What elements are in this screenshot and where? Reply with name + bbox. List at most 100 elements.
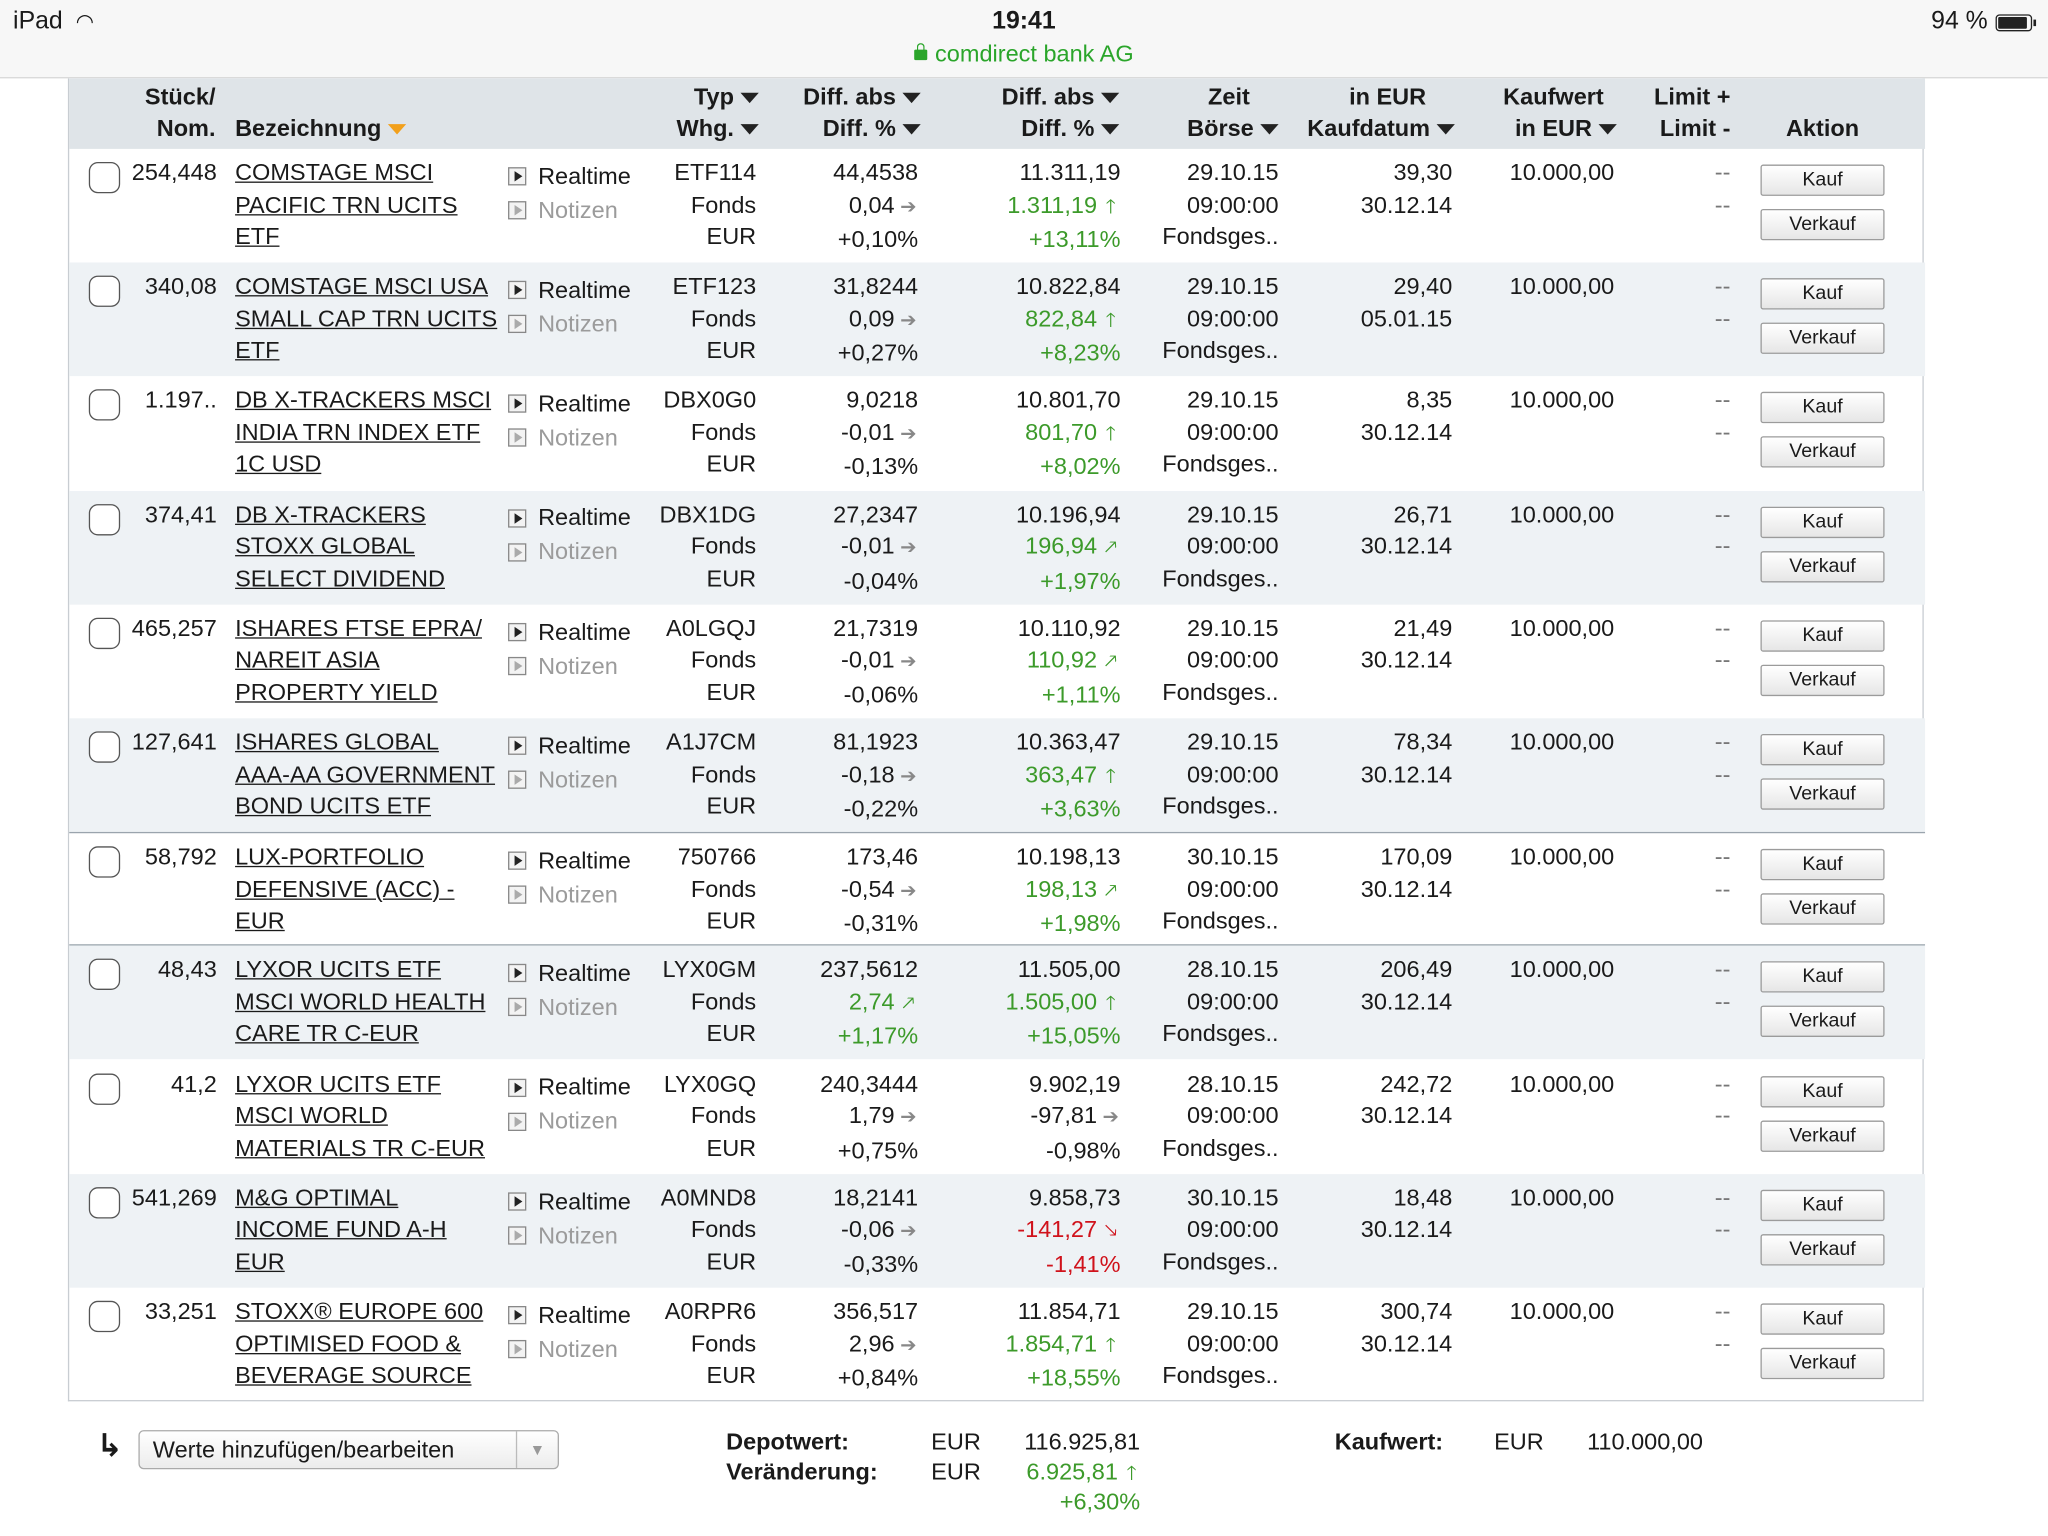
sell-button[interactable]: Verkauf [1760,436,1885,469]
realtime-link[interactable]: Realtime [508,1184,652,1218]
security-name-link[interactable]: DB X-TRACKERS MSCI INDIA TRN INDEX ETF 1C … [235,387,492,478]
security-name-link[interactable]: LYXOR UCITS ETF MSCI WORLD HEALTH CARE TR … [235,956,486,1047]
notes-link[interactable]: Notizen [508,1104,652,1138]
sell-button[interactable]: Verkauf [1760,322,1885,355]
trend-arrow-icon: ➔ [900,650,917,673]
buy-button[interactable]: Kauf [1760,620,1885,652]
row-checkbox[interactable] [88,161,121,194]
battery-icon [1995,13,2037,31]
table-row: 254,448 COMSTAGE MSCI PACIFIC TRN UCITS ET… [69,149,1925,263]
row-checkbox[interactable] [88,503,121,535]
buy-button[interactable]: Kauf [1760,1075,1885,1107]
realtime-link[interactable]: Realtime [508,957,652,991]
security-name-link[interactable]: COMSTAGE MSCI PACIFIC TRN UCITS ETF [235,159,458,250]
buy-button[interactable]: Kauf [1760,1303,1885,1335]
trend-arrow-icon: 🡑 [1105,423,1116,446]
col-limit: Limit + Limit - [1654,83,1731,142]
row-checkbox[interactable] [88,1300,121,1333]
purchase-value: 10.000,00 [1509,1070,1615,1097]
notes-link[interactable]: Notizen [508,193,652,227]
col-kaufwert[interactable]: Kaufwert in EUR [1473,81,1617,144]
col-eur[interactable]: in EUR Kaufdatum [1290,81,1455,144]
notes-link[interactable]: Notizen [508,307,652,341]
notes-link[interactable]: Notizen [508,649,652,683]
buy-button[interactable]: Kauf [1760,164,1885,196]
value-diff: 10.196,94 196,94 🡕 +1,97% [1015,500,1121,594]
buy-button[interactable]: Kauf [1760,733,1885,766]
realtime-link[interactable]: Realtime [508,159,652,193]
type-info: 750766 Fonds EUR [677,843,757,935]
col-diff-value[interactable]: Diff. abs Diff. % [957,81,1120,144]
sell-button[interactable]: Verkauf [1760,1347,1885,1380]
purchase-value: 10.000,00 [1509,273,1615,300]
buy-button[interactable]: Kauf [1760,849,1885,881]
notes-link[interactable]: Notizen [508,535,652,569]
notes-link[interactable]: Notizen [508,1332,652,1366]
col-name[interactable]: Bezeichnung [235,112,407,143]
security-name-link[interactable]: LUX-PORTFOLIO DEFENSIVE (ACC) - EUR [235,843,455,935]
security-name-link[interactable]: COMSTAGE MSCI USA SMALL CAP TRN UCITS ETF [235,273,498,364]
security-name-link[interactable]: ISHARES FTSE EPRA/NAREIT ASIA PROPERTY YI… [235,614,482,705]
security-name-link[interactable]: STOXX® EUROPE 600 OPTIMISED FOOD & BEVERAG… [235,1298,484,1389]
limits: -- -- [1714,728,1731,787]
table-header: Stück/Nom. Bezeichnung Typ Whg. Diff. abs… [69,78,1926,149]
realtime-link[interactable]: Realtime [508,1298,652,1332]
purchase-value: 10.000,00 [1509,500,1615,528]
row-checkbox[interactable] [88,846,121,878]
realtime-link[interactable]: Realtime [508,615,652,649]
play-icon [508,1226,527,1245]
play-icon [508,1192,527,1211]
chevron-down-icon: ▼ [515,1431,558,1468]
notes-link[interactable]: Notizen [508,421,652,455]
play-icon [508,542,527,562]
security-name-link[interactable]: DB X-TRACKERS STOXX GLOBAL SELECT DIVIDEND [235,500,445,592]
col-type[interactable]: Typ Whg. [639,81,759,144]
buy-button[interactable]: Kauf [1760,506,1885,538]
realtime-link[interactable]: Realtime [508,387,652,421]
realtime-link[interactable]: Realtime [508,1070,652,1104]
row-checkbox[interactable] [88,959,121,991]
buy-button[interactable]: Kauf [1760,278,1885,310]
url-bar[interactable]: comdirect bank AG [0,40,2048,67]
notes-link[interactable]: Notizen [508,1218,652,1252]
buy-button[interactable]: Kauf [1760,392,1885,424]
col-diff[interactable]: Diff. abs Diff. % [774,81,921,144]
col-qty[interactable]: Stück/Nom. [144,83,216,142]
row-checkbox[interactable] [88,731,121,763]
sell-button[interactable]: Verkauf [1760,664,1885,696]
value-diff: 9.902,19 -97,81 ➔ -0,98% [1029,1070,1121,1164]
buy-button[interactable]: Kauf [1760,1189,1885,1221]
col-time[interactable]: Zeit Börse [1148,81,1279,144]
sell-button[interactable]: Verkauf [1760,893,1885,925]
realtime-link[interactable]: Realtime [508,273,652,307]
row-checkbox[interactable] [88,275,121,308]
quantity: 33,251 [144,1298,217,1325]
sell-button[interactable]: Verkauf [1760,1120,1885,1152]
edit-values-dropdown[interactable]: Werte hinzufügen/bearbeiten ▼ [138,1430,559,1470]
security-name-link[interactable]: LYXOR UCITS ETF MSCI WORLD MATERIALS TR C-… [235,1070,485,1161]
notes-link[interactable]: Notizen [508,990,652,1024]
realtime-link[interactable]: Realtime [508,729,652,763]
purchase-value: 10.000,00 [1509,614,1615,641]
sell-button[interactable]: Verkauf [1760,550,1885,582]
time-exchange: 29.10.15 09:00:00 Fondsges.. [1162,728,1279,819]
buy-button[interactable]: Kauf [1760,961,1885,994]
realtime-link[interactable]: Realtime [508,501,652,535]
notes-link[interactable]: Notizen [508,763,652,797]
realtime-link[interactable]: Realtime [508,844,652,878]
security-name-link[interactable]: M&G OPTIMAL INCOME FUND A-H EUR [235,1184,447,1275]
row-checkbox[interactable] [88,1073,121,1105]
caret-down-icon [902,93,921,104]
type-info: DBX0G0 Fonds EUR [663,387,757,478]
sort-caret-icon [387,124,407,135]
sell-button[interactable]: Verkauf [1760,1006,1885,1038]
sell-button[interactable]: Verkauf [1760,208,1885,241]
security-name-link[interactable]: ISHARES GLOBAL AAA-AA GOVERNMENT BOND UCIT… [235,728,496,819]
sell-button[interactable]: Verkauf [1760,1233,1885,1266]
row-checkbox[interactable] [88,1186,121,1219]
value-diff: 11.311,19 1.311,19 🡑 +13,11% [1007,159,1121,253]
row-checkbox[interactable] [88,389,121,422]
sell-button[interactable]: Verkauf [1760,778,1885,810]
row-checkbox[interactable] [88,617,121,649]
notes-link[interactable]: Notizen [508,878,652,912]
